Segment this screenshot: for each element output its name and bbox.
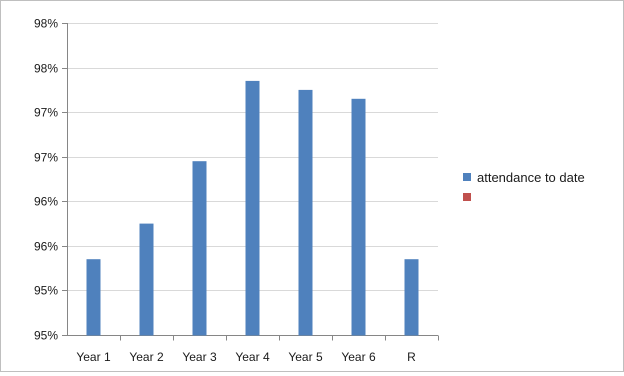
y-tick-label: 97% — [34, 106, 58, 120]
x-tick-label: Year 3 — [182, 350, 217, 364]
y-tick-label: 96% — [34, 240, 58, 254]
bar-year-5 — [299, 90, 313, 336]
x-tick-label: Year 1 — [76, 350, 111, 364]
y-tick-label: 95% — [34, 284, 58, 298]
bar-year-4 — [246, 81, 260, 336]
bar-year-3 — [193, 161, 207, 335]
y-tick-label: 95% — [34, 329, 58, 343]
y-axis: 98% 98% 97% 97% 96% 96% 95% 95% — [34, 17, 68, 343]
x-axis: Year 1 Year 2 Year 3 Year 4 Year 5 Year 6 R — [76, 336, 438, 365]
x-tick-label: Year 4 — [235, 350, 270, 364]
bar-year-6 — [352, 99, 366, 336]
x-tick-label: Year 6 — [341, 350, 376, 364]
x-tick-label: Year 5 — [288, 350, 323, 364]
legend-swatch-red — [463, 193, 471, 201]
y-tick-label: 97% — [34, 151, 58, 165]
bar-year-2 — [140, 224, 154, 336]
legend-item-unnamed — [463, 187, 585, 207]
legend: attendance to date — [463, 167, 585, 207]
x-tick-label: R — [407, 350, 416, 364]
y-tick-label: 98% — [34, 17, 58, 31]
bar-r — [405, 259, 419, 335]
legend-label-attendance: attendance to date — [477, 170, 585, 185]
y-tick-label: 98% — [34, 62, 58, 76]
legend-item-attendance: attendance to date — [463, 167, 585, 187]
legend-swatch-blue — [463, 173, 471, 181]
bar-year-1 — [87, 259, 101, 335]
bar-series — [87, 81, 419, 336]
y-tick-label: 96% — [34, 195, 58, 209]
x-tick-label: Year 2 — [129, 350, 164, 364]
